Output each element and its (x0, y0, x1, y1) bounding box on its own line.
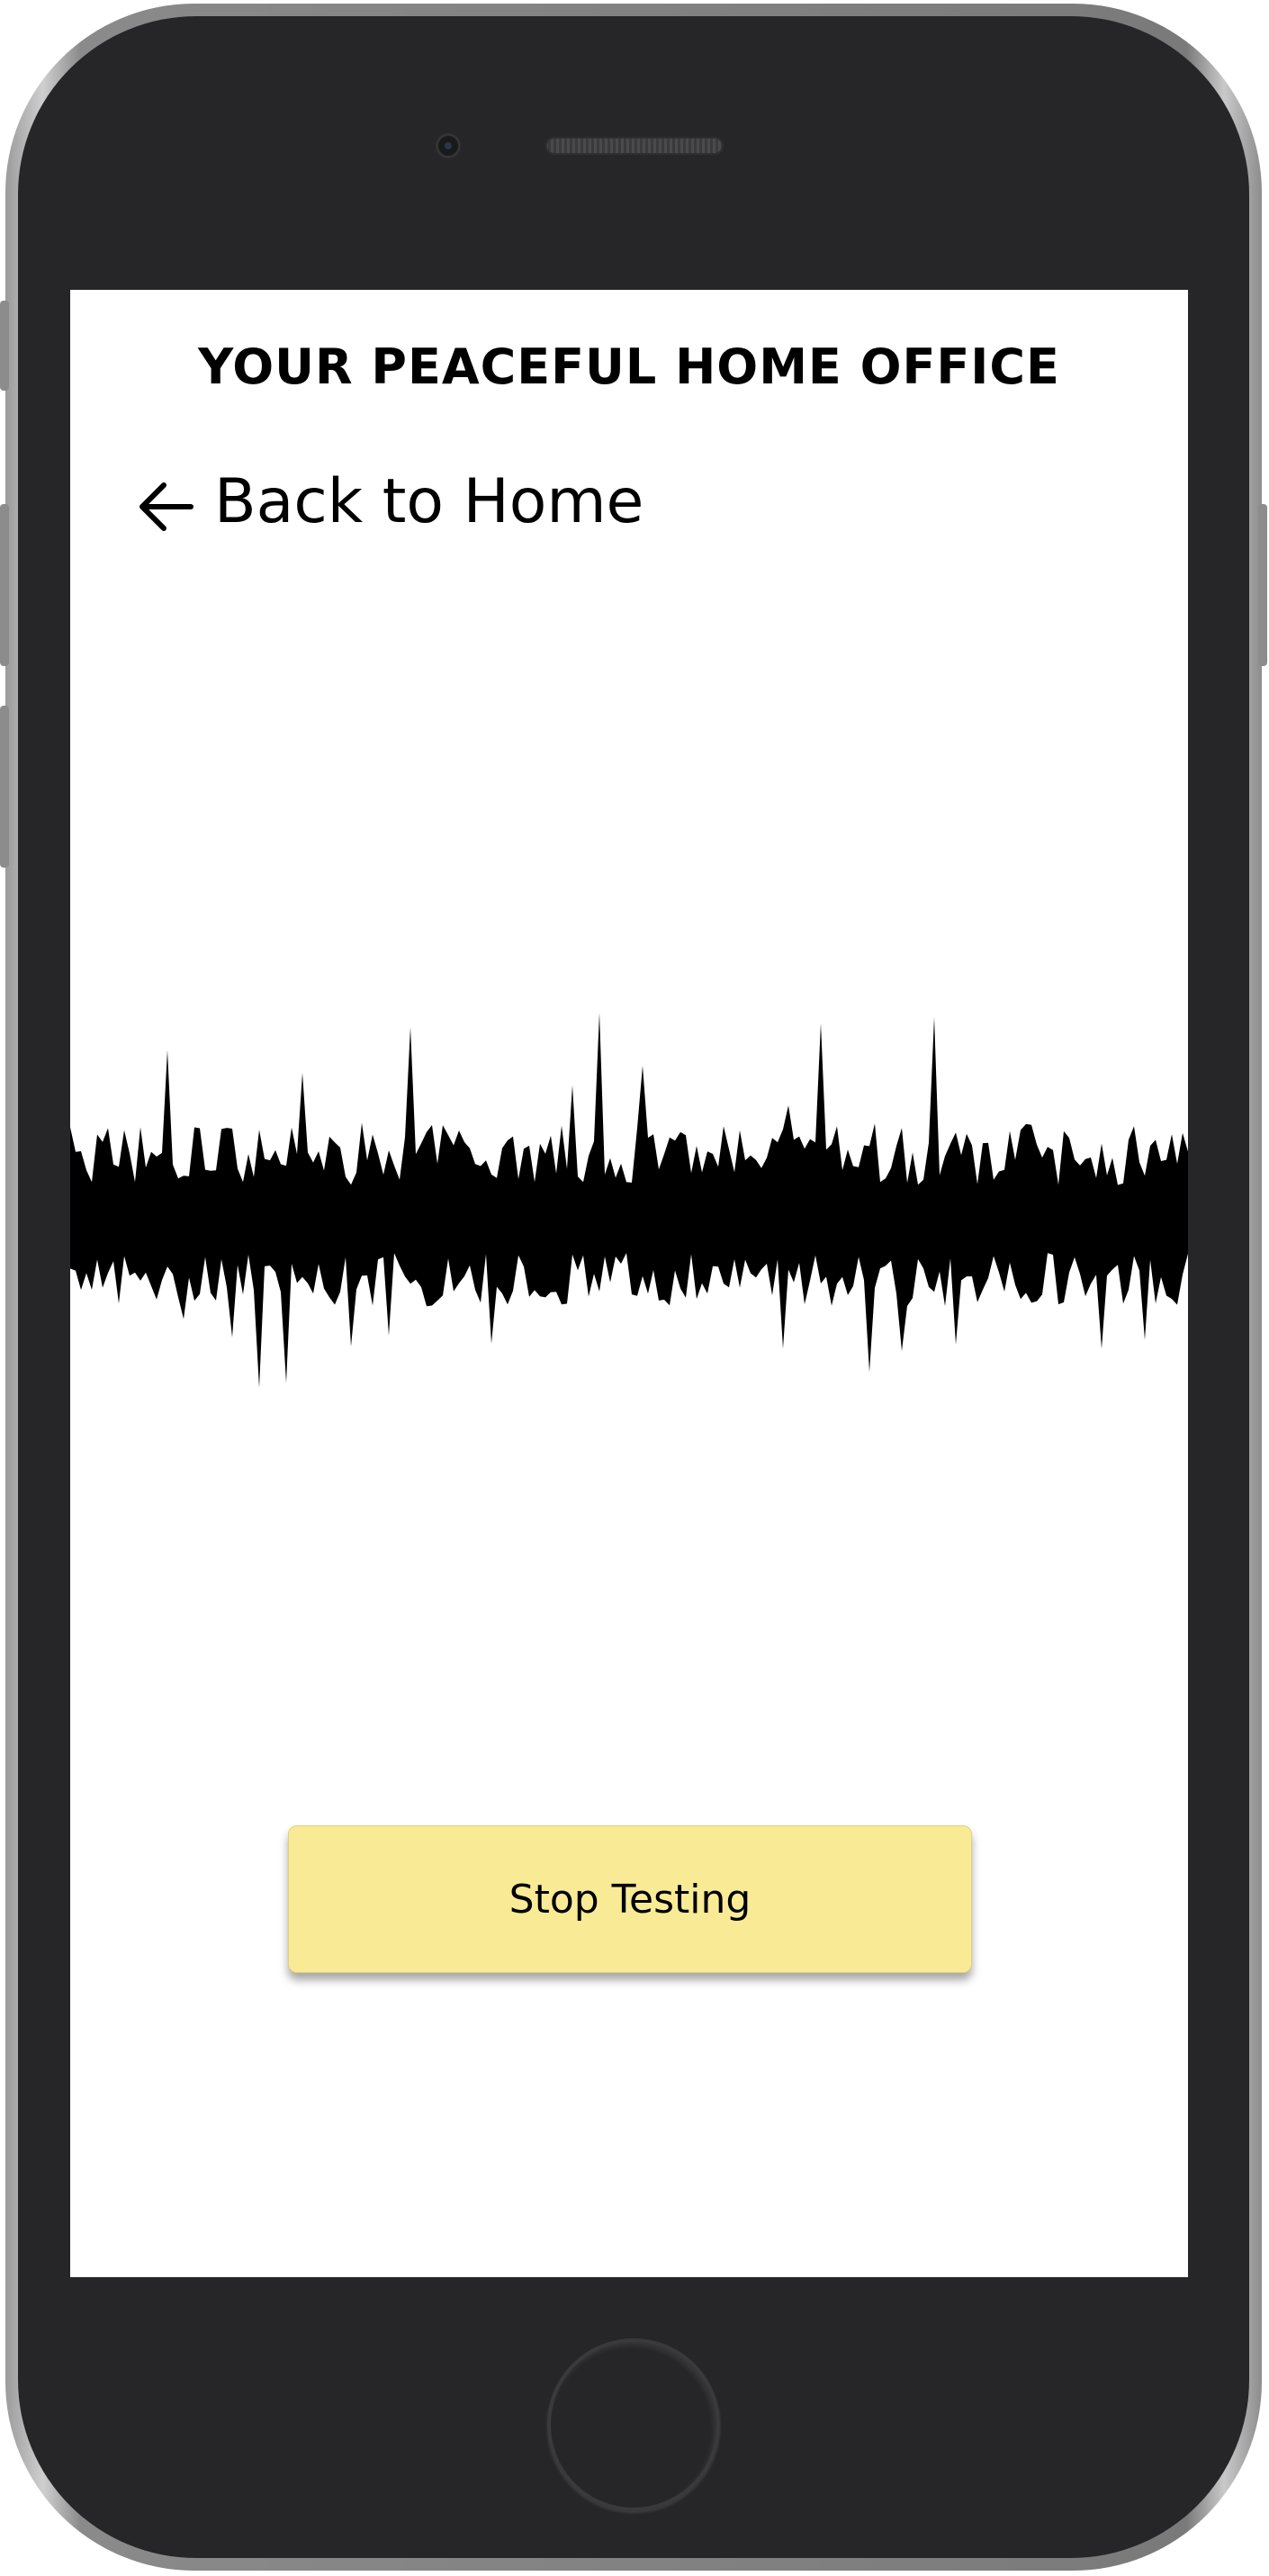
back-to-home-link[interactable]: Back to Home (137, 466, 644, 537)
earpiece-speaker (545, 137, 724, 155)
power-button (1258, 504, 1267, 666)
audio-waveform (70, 1013, 1188, 1388)
waveform-shape (70, 1013, 1188, 1388)
arrow-left-icon (140, 482, 194, 531)
home-button[interactable] (547, 2338, 720, 2511)
page-title: YOUR PEACEFUL HOME OFFICE (198, 338, 1060, 395)
back-to-home-label: Back to Home (214, 466, 644, 537)
volume-up-button (0, 504, 9, 666)
front-camera (436, 133, 461, 158)
silent-switch (0, 301, 9, 391)
stop-testing-button[interactable]: Stop Testing (288, 1825, 972, 1973)
volume-down-button (0, 706, 9, 868)
app-screen: YOUR PEACEFUL HOME OFFICE Back to Home S… (70, 290, 1188, 2277)
